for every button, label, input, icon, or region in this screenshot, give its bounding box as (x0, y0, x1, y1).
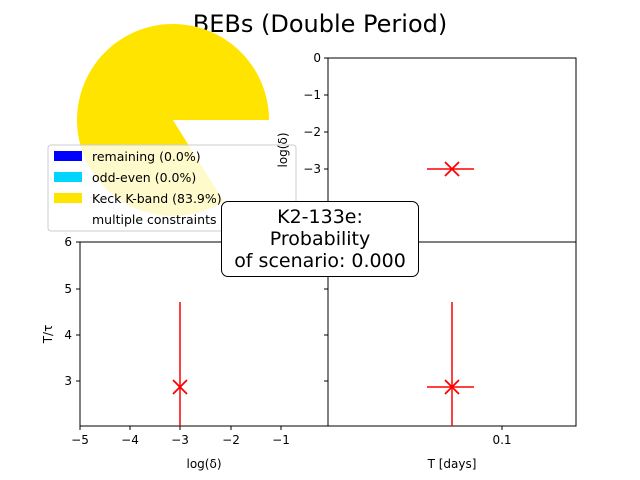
probability-value: of scenario: 0.000 (234, 250, 406, 272)
legend-label-odd-even: odd-even (0.0%) (92, 170, 196, 185)
legend-label-keck: Keck K-band (83.9%) (92, 191, 222, 206)
panel-bottom-right: 0.1 T [days] (324, 241, 577, 471)
legend-swatch-odd-even (54, 172, 82, 182)
panel-top-right: 0 −1 −2 −3 log(δ) (276, 51, 577, 243)
xlabel-bottom-left: log(δ) (187, 457, 222, 471)
legend-swatch-keck (54, 193, 82, 203)
point-bottom-right (427, 302, 474, 426)
ytick-label: −3 (303, 162, 321, 176)
xtick-label: −5 (71, 433, 89, 447)
scenario-probability-box: K2-133e: Probability of scenario: 0.000 (221, 201, 419, 277)
xtick-label: −3 (171, 433, 189, 447)
xtick-label: 0.1 (492, 433, 511, 447)
ytick-label: 0 (313, 51, 321, 65)
ylabel-top-right: log(δ) (276, 133, 290, 168)
ytick-label: −1 (303, 88, 321, 102)
xtick-label: −1 (272, 433, 290, 447)
legend-label-remaining: remaining (0.0%) (92, 149, 201, 164)
chart-title: BEBs (Double Period) (193, 10, 447, 38)
probability-label: Probability (269, 228, 371, 250)
xtick-label: −2 (222, 433, 240, 447)
xlabel-bottom-right: T [days] (427, 457, 477, 471)
point-bottom-left (172, 302, 188, 426)
ylabel-bottom-left: T/τ (41, 325, 55, 345)
ytick-label: −2 (303, 125, 321, 139)
point-top-right (427, 161, 474, 177)
ytick-label: 6 (64, 235, 72, 249)
legend-swatch-multiple (54, 214, 82, 224)
object-name: K2-133e: (277, 206, 363, 228)
ytick-label: 4 (64, 328, 72, 342)
legend-swatch-remaining (54, 151, 82, 161)
ytick-label: 5 (64, 282, 72, 296)
xtick-label: −4 (121, 433, 139, 447)
ytick-label: 3 (64, 374, 72, 388)
